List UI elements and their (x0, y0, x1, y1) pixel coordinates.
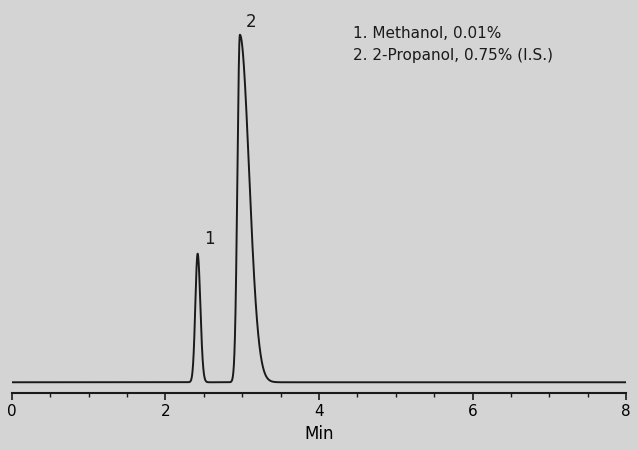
Text: 1. Methanol, 0.01%
2. 2-Propanol, 0.75% (I.S.): 1. Methanol, 0.01% 2. 2-Propanol, 0.75% … (353, 26, 553, 63)
Text: 2: 2 (245, 13, 256, 31)
Text: 1: 1 (204, 230, 214, 248)
X-axis label: Min: Min (304, 425, 334, 443)
